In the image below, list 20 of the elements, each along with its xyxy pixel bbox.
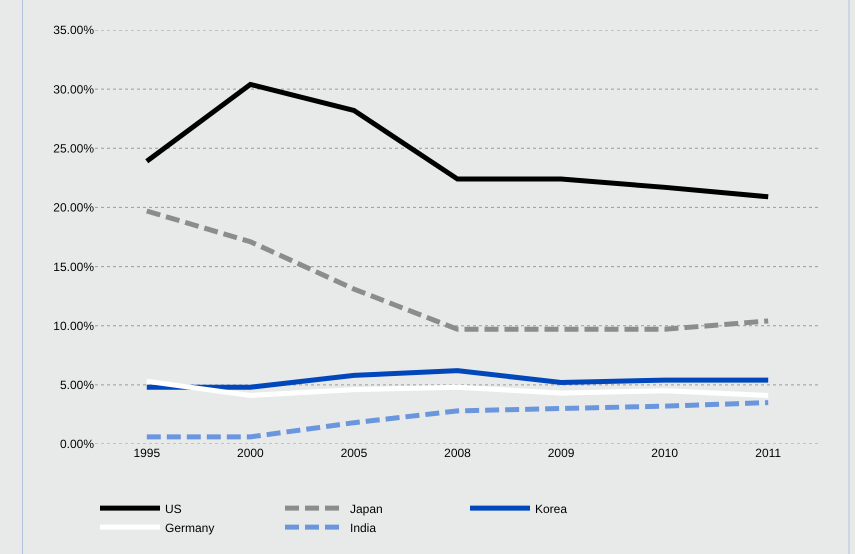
legend-label: Japan (350, 502, 383, 516)
x-tick-label: 2000 (237, 446, 264, 460)
legend-label: US (165, 502, 182, 516)
legend-label: Korea (535, 502, 568, 516)
y-tick-label: 20.00% (53, 200, 94, 215)
y-tick-label: 5.00% (60, 378, 94, 392)
x-tick-label: 1995 (133, 446, 160, 460)
y-tick-label: 30.00% (53, 82, 94, 96)
x-tick-label: 2009 (548, 446, 575, 460)
x-tick-label: 2010 (651, 446, 678, 460)
x-tick-label: 2008 (444, 446, 472, 460)
x-tick-label: 2011 (755, 446, 782, 460)
legend-label: Germany (165, 520, 214, 535)
legend-label: India (350, 520, 376, 535)
y-tick-label: 15.00% (53, 260, 94, 274)
y-tick-label: 35.00% (53, 23, 94, 38)
x-tick-label: 2005 (340, 446, 368, 460)
y-tick-label: 0.00% (60, 437, 94, 452)
y-tick-label: 10.00% (53, 318, 94, 333)
y-tick-label: 25.00% (53, 141, 94, 156)
